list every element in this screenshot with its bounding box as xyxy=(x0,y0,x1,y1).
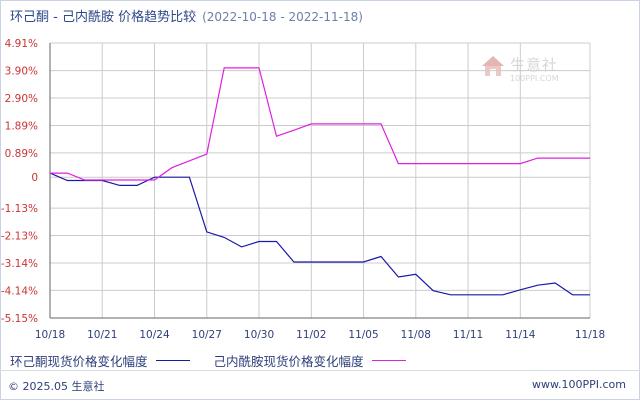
series-line-2 xyxy=(50,67,590,181)
x-tick-label: 11/18 xyxy=(575,329,605,341)
x-tick-label: 10/24 xyxy=(139,329,170,341)
series xyxy=(49,67,590,296)
y-tick-label: 1.89% xyxy=(5,121,38,133)
x-tick-label: 10/27 xyxy=(192,329,222,341)
footer-copyright: © 2025.05 生意社 xyxy=(8,380,105,393)
series-line-1 xyxy=(49,172,590,296)
legend-swatch-series1 xyxy=(155,360,190,361)
x-tick-label: 11/14 xyxy=(505,329,536,341)
legend-label-series2: 己内酰胺现货价格变化幅度 xyxy=(213,354,364,369)
x-tick-label: 10/21 xyxy=(87,329,117,341)
y-tick-label: -5.15% xyxy=(1,313,38,325)
legend-swatch-series2 xyxy=(371,360,406,361)
y-tick-label: 4.91% xyxy=(5,38,38,50)
legend-label-series1: 环己酮现货价格变化幅度 xyxy=(10,354,148,369)
y-tick-label: 0.89% xyxy=(5,148,38,160)
x-ticks: 10/18 10/21 10/24 10/27 10/30 11/02 11/05 11/08… xyxy=(35,329,605,341)
chart-title: 环己酮 - 己内酰胺 价格趋势比较 (2022-10-18 - 2022-11-1… xyxy=(10,6,363,25)
footer-site-link[interactable]: www.100PPI.com xyxy=(532,378,626,391)
y-ticks: 4.91% 3.90% 2.90% 1.89% 0.89% 0 -1.13% -2.13% -3… xyxy=(1,38,38,325)
x-tick-label: 11/02 xyxy=(296,329,326,341)
axes xyxy=(49,43,590,319)
x-tick-label: 11/08 xyxy=(401,329,431,341)
x-tick-label: 10/30 xyxy=(244,329,274,341)
chart-legend: 环己酮现货价格变化幅度 己内酰胺现货价格变化幅度 xyxy=(10,351,426,370)
x-tick-label: 11/11 xyxy=(453,329,483,341)
footer-divider xyxy=(0,370,640,371)
y-tick-label: -4.14% xyxy=(1,285,38,297)
x-tick-label: 11/05 xyxy=(348,329,378,341)
y-tick-label: 0 xyxy=(31,172,38,184)
watermark-url: 100PPI.COM xyxy=(510,74,559,83)
y-tick-label: 2.90% xyxy=(5,93,38,105)
footer: © 2025.05 生意社 www.100PPI.com xyxy=(8,378,632,394)
x-tick-label: 10/18 xyxy=(35,329,65,341)
chart-title-text: 环己酮 - 己内酰胺 价格趋势比较 xyxy=(10,10,197,25)
grid xyxy=(49,42,591,319)
legend-item-series1: 环己酮现货价格变化幅度 xyxy=(10,351,190,370)
y-tick-label: 3.90% xyxy=(5,66,38,78)
watermark-name: 生意社 xyxy=(510,56,559,74)
chart-date-range: (2022-10-18 - 2022-11-18) xyxy=(202,10,363,24)
y-tick-label: -1.13% xyxy=(1,203,38,215)
legend-item-series2: 己内酰胺现货价格变化幅度 xyxy=(214,351,406,370)
y-tick-label: -3.14% xyxy=(1,258,38,270)
y-tick-label: -2.13% xyxy=(1,230,38,242)
